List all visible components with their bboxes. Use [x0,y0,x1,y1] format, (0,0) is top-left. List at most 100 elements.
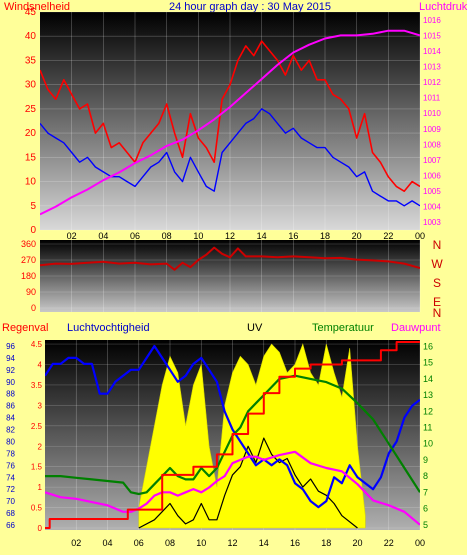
pressure-y-tick: 1014 [423,47,441,56]
rain-axis-title: Regenval [2,322,48,334]
humidity-y-tick: 92 [6,366,15,375]
direction-y-tick: 360 [21,239,36,249]
pressure-y-tick: 1007 [423,156,441,165]
wind-x-tick-04: 04 [98,231,108,241]
climate-x-tick-02: 02 [71,538,81,548]
climate-x-tick-18: 18 [321,538,331,548]
humidity-y-tick: 80 [6,437,15,446]
wind-x-tick-08: 08 [162,231,172,241]
wind-panel-axes: 0510152025303540451003100410051006100710… [25,7,441,241]
wind-y-tick: 45 [25,7,37,18]
compass-label-n: N [433,306,442,320]
direction-panel-grid [40,240,421,312]
climate-x-tick-10: 10 [196,538,206,548]
wind-x-tick-12: 12 [225,231,235,241]
temperature-y-tick: 7 [423,487,428,497]
humidity-y-tick: 94 [6,354,15,363]
direction-panel-series [40,246,420,271]
temperature-y-tick: 14 [423,374,433,384]
humidity-y-tick: 84 [6,414,15,423]
wind-y-tick: 40 [25,31,37,42]
pressure-line [40,29,420,216]
wind-gust-line [40,40,420,192]
wind-x-tick-18: 18 [320,231,330,241]
humidity-y-tick: 72 [6,485,15,494]
direction-y-tick: 180 [21,271,36,281]
rain-y-tick: 1.5 [31,463,43,472]
humidity-y-tick: 78 [6,449,15,458]
humidity-line [45,344,420,509]
pressure-y-tick: 1009 [423,125,441,134]
temperature-y-tick: 10 [423,439,433,449]
wind-y-tick: 25 [25,104,37,115]
pressure-y-tick: 1006 [423,172,441,181]
climate-x-tick-20: 20 [352,538,362,548]
climate-x-tick-06: 06 [134,538,144,548]
compass-label-e: E [433,295,441,309]
solar-line [138,437,358,529]
humidity-y-tick: 88 [6,390,15,399]
wind-direction-line [40,246,420,271]
wind-y-tick: 5 [30,201,36,212]
wind-x-tick-22: 22 [383,231,393,241]
temperature-y-tick: 9 [423,455,428,465]
temperature-y-tick: 16 [423,341,433,351]
temperature-y-tick: 5 [423,520,428,530]
temperature-line [45,374,420,496]
wind-y-tick: 0 [30,225,36,236]
pressure-y-tick: 1010 [423,109,441,118]
wind-panel-grid [40,11,421,231]
pressure-y-tick: 1008 [423,140,441,149]
climate-x-tick-04: 04 [102,538,112,548]
wind-x-tick-14: 14 [257,231,267,241]
pressure-y-tick: 1012 [423,78,441,87]
climate-x-tick-08: 08 [165,538,175,548]
rain-y-tick: 0.5 [31,504,43,513]
wind-y-tick: 15 [25,152,37,163]
direction-panel-background [40,240,420,312]
uv-area [138,343,366,529]
humidity-y-tick: 70 [6,497,15,506]
direction-y-tick: 0 [31,303,36,313]
humidity-y-tick: 82 [6,426,15,435]
temperature-y-tick: 12 [423,406,433,416]
wind-y-tick: 20 [25,128,37,139]
wind-x-tick-06: 06 [130,231,140,241]
pressure-y-tick: 1016 [423,16,441,25]
pressure-y-tick: 1015 [423,31,441,40]
pressure-y-tick: 1004 [423,203,441,212]
temperature-y-tick: 13 [423,390,433,400]
humidity-y-tick: 96 [6,342,15,351]
rain-y-tick: 3.5 [31,381,43,390]
rain-y-tick: 2.5 [31,422,43,431]
direction-y-tick: 270 [21,255,36,265]
climate-x-tick-00: 00 [415,538,425,548]
rain-accumulation-line [45,341,420,529]
humidity-y-tick: 66 [6,521,15,530]
climate-x-tick-22: 22 [384,538,394,548]
humidity-axis-title: Luchtvochtigheid [67,322,150,334]
temperature-y-tick: 8 [423,471,428,481]
humidity-y-tick: 90 [6,378,15,387]
climate-panel-series [45,341,420,529]
rain-y-tick: 2 [38,442,43,451]
temperature-y-tick: 15 [423,358,433,368]
wind-speed-axis-title: Windsnelheid [4,1,70,13]
chart-title: 24 hour graph day : 30 May 2015 [169,1,331,13]
wind-average-line [40,108,420,207]
temperature-y-tick: 11 [423,423,432,433]
wind-x-tick-10: 10 [193,231,203,241]
temperature-axis-title: Temperatuur [312,322,374,334]
compass-label-s: S [433,276,441,290]
humidity-y-tick: 86 [6,402,15,411]
humidity-y-tick: 76 [6,461,15,470]
pressure-y-tick: 1013 [423,63,441,72]
wind-panel-background [40,12,420,230]
wind-y-tick: 30 [25,80,37,91]
wind-x-tick-20: 20 [352,231,362,241]
wind-x-tick-02: 02 [67,231,77,241]
pressure-y-tick: 1005 [423,187,441,196]
wind-x-tick-16: 16 [288,231,298,241]
humidity-y-tick: 74 [6,473,15,482]
